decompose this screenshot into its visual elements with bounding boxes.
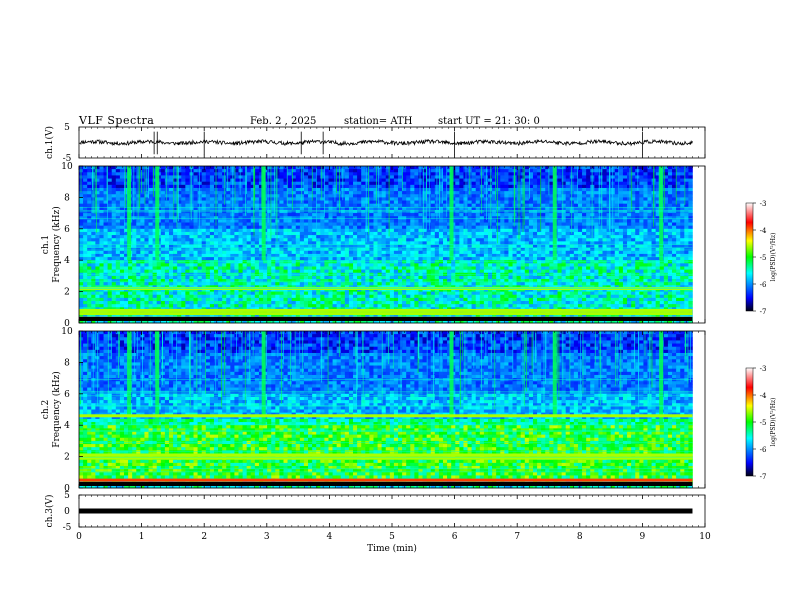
station-label: station= ATH [344,116,413,127]
ch1-colorbar [745,202,754,312]
ch1-y-label: ch.1(V) [44,126,55,159]
ch2-event [155,331,160,426]
ch2-y-tick-label: 0 [64,484,70,494]
ch1-event [449,166,454,261]
ch2-y-tick-label: 2 [64,453,70,463]
ch1-colorbar-tick-label: -4 [760,227,767,235]
ch1-event [155,166,160,261]
x-tick-label: 9 [640,532,646,542]
ch2-event [127,331,132,426]
ch1-y-label-channel: ch.1 [41,235,51,254]
ch1-colorbar-tick-label: -3 [760,200,767,208]
ch1-band [79,308,693,312]
ch1-event [261,166,266,261]
ch1-y-tick-label: 4 [64,256,70,266]
ch1-y-tick-label: 8 [64,193,70,203]
ch2-colorbar-tick-label: -6 [760,446,767,454]
x-tick-label: 8 [577,532,583,542]
ch1-y-tick-label: 2 [64,288,70,298]
ch2-band [79,414,693,418]
ch2-colorbar-tick-label: -7 [760,473,767,481]
ch3-y-tick-label: 5 [64,491,70,501]
x-tick-label: 3 [264,532,270,542]
ch3-waveform-line [79,508,693,514]
chart-title: VLF Spectra [79,114,155,127]
ch2-y-tick-label: 6 [64,390,70,400]
ch2-colorbar [745,367,754,477]
ch2-colorbar-tick-label: -5 [760,419,767,427]
ch1-y-label: Frequency (kHz) [51,206,62,283]
ch1-y-tick-label: 10 [61,162,73,172]
x-tick-label: 2 [201,532,207,542]
ch2-band [79,478,693,482]
date-label: Feb. 2 , 2025 [250,116,317,127]
ch1-event [552,166,557,261]
ch1-colorbar-label: log(PSD)(V²/Hz) [770,233,777,282]
ch2-event [261,331,266,426]
ch1-y-tick-label: -5 [63,154,72,164]
ch2-colorbar-tick-label: -3 [760,365,767,373]
x-axis-label: Time (min) [367,543,417,554]
ch1-colorbar-tick-label: -5 [760,254,767,262]
ch2-colorbar-tick-label: -4 [760,392,767,400]
ch2-y-tick-label: 10 [61,327,73,337]
ch2-y-label: Frequency (kHz) [51,371,62,448]
ch2-y-tick-label: 4 [64,421,70,431]
x-tick-label: 0 [76,532,82,542]
ch1-colorbar-tick-label: -6 [760,281,767,289]
ch2-event [659,331,664,426]
ch3-y-label: ch.3(V) [44,495,55,528]
ch2-colorbar-label: log(PSD)(V²/Hz) [770,398,777,447]
ch1-event [659,166,664,261]
ch2-band [79,456,693,460]
ch1-waveform-line [78,138,693,147]
ch1-y-tick-label: 0 [64,319,70,329]
x-tick-label: 4 [327,532,333,542]
ch1-colorbar-tick-label: -7 [760,308,767,316]
ch1-event [127,166,132,261]
ch2-event [449,331,454,426]
ch2-heatmap [79,331,693,489]
ch1-y-tick-label: 6 [64,225,70,235]
ch2-band [79,453,693,457]
ch1-heatmap [79,166,693,324]
ch1-band [79,312,693,316]
x-tick-label: 10 [699,532,711,542]
ch2-y-tick-label: 8 [64,358,70,368]
ch1-y-tick-label: 5 [64,123,70,133]
start-time-label: start UT = 21: 30: 0 [438,116,540,127]
x-tick-label: 7 [514,532,520,542]
ch3-y-tick-label: 0 [64,507,70,517]
ch2-y-label-channel: ch.2 [41,400,51,419]
ch3-y-tick-label: -5 [63,523,72,533]
x-tick-label: 1 [139,532,145,542]
x-tick-label: 5 [389,532,395,542]
ch2-event [552,331,557,426]
x-tick-label: 6 [452,532,458,542]
